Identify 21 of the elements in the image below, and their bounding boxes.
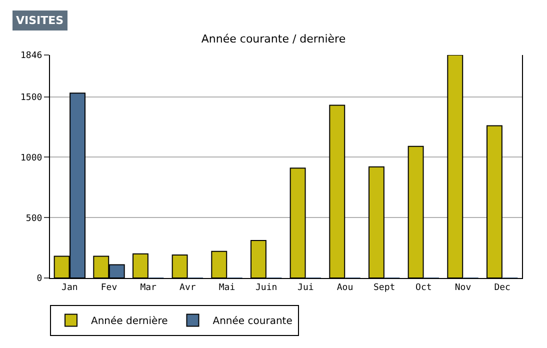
x-tick-label: Dec	[494, 282, 510, 293]
x-tick-label: Mai	[218, 282, 236, 293]
y-tick-label: 500	[26, 214, 42, 224]
x-tick-label: Aou	[336, 282, 354, 293]
text: VISITES	[16, 14, 64, 27]
x-tick-label: Sept	[373, 282, 396, 293]
x-tick-label: Fev	[100, 282, 118, 293]
x-tick-label: Avr	[180, 282, 196, 293]
x-tick-label: Jan	[62, 282, 78, 293]
y-tick-label: 0	[36, 274, 42, 284]
legend-label: Année courante	[212, 316, 292, 328]
y-tick-label: 1000	[20, 153, 42, 164]
x-tick-label: Juin	[255, 282, 278, 293]
y-tick-label: 1846	[20, 51, 42, 62]
chart-title: Année courante / dernière	[201, 32, 346, 46]
x-tick-label: Mar	[140, 282, 158, 293]
x-tick-label: Oct	[416, 282, 432, 293]
x-tick-label: Nov	[454, 282, 472, 293]
y-tick-label: 1500	[20, 92, 42, 103]
legend-label: Année dernière	[91, 316, 168, 328]
x-tick-label: Jui	[298, 282, 314, 293]
